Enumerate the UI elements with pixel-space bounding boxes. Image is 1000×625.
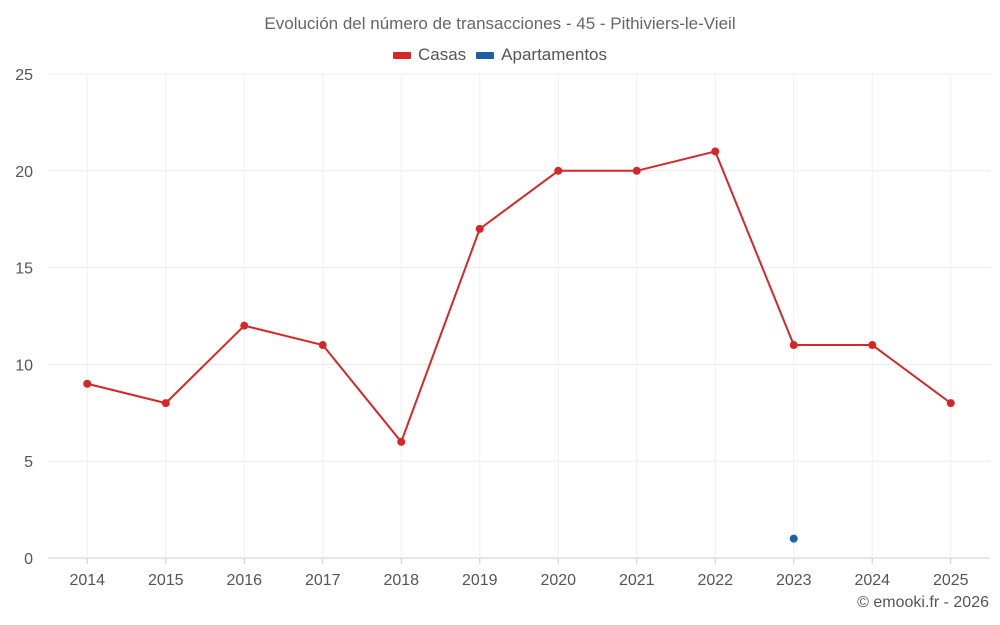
legend-label-casas: Casas	[417, 45, 467, 64]
x-tick-label: 2021	[619, 572, 655, 589]
data-point-casas	[318, 341, 327, 350]
x-tick-label: 2019	[462, 572, 498, 589]
x-tick-label: 2018	[383, 572, 419, 589]
data-point-casas	[789, 341, 798, 350]
data-point-casas	[946, 399, 955, 408]
x-tick-label: 2025	[933, 572, 969, 589]
y-tick-label: 15	[15, 261, 33, 278]
data-point-casas	[632, 166, 641, 175]
x-tick-label: 2015	[148, 572, 184, 589]
data-point-apartamentos	[789, 534, 798, 543]
legend-swatch-apartamentos	[476, 51, 495, 59]
legend-swatch-casas	[392, 51, 411, 59]
x-tick-label: 2023	[776, 572, 812, 589]
series-line-casas	[87, 150, 952, 443]
y-tick-label: 5	[24, 454, 33, 471]
data-point-casas	[711, 147, 720, 156]
legend-item-casas[interactable]: Casas	[392, 45, 467, 65]
y-tick-label: 0	[24, 551, 33, 568]
data-point-casas	[554, 166, 563, 175]
data-point-casas	[868, 341, 877, 350]
chart-legend: Casas Apartamentos	[0, 45, 1000, 65]
x-tick-label: 2024	[854, 572, 890, 589]
y-tick-label: 25	[15, 67, 33, 84]
x-tick-label: 2020	[540, 572, 576, 589]
data-point-casas	[161, 399, 170, 408]
legend-label-apartamentos: Apartamentos	[501, 45, 608, 64]
data-point-casas	[83, 379, 92, 388]
data-point-casas	[397, 437, 406, 446]
chart-title: Evolución del número de transacciones - …	[264, 14, 736, 33]
credit-text: © emooki.fr - 2026	[857, 594, 989, 611]
x-tick-label: 2022	[697, 572, 733, 589]
x-tick-label: 2017	[305, 572, 341, 589]
legend-item-apartamentos[interactable]: Apartamentos	[476, 45, 607, 65]
x-tick-label: 2014	[69, 572, 105, 589]
y-tick-label: 20	[15, 164, 33, 181]
data-point-casas	[475, 224, 484, 233]
x-tick-label: 2016	[226, 572, 262, 589]
data-point-casas	[240, 321, 249, 330]
y-tick-label: 10	[15, 357, 33, 374]
